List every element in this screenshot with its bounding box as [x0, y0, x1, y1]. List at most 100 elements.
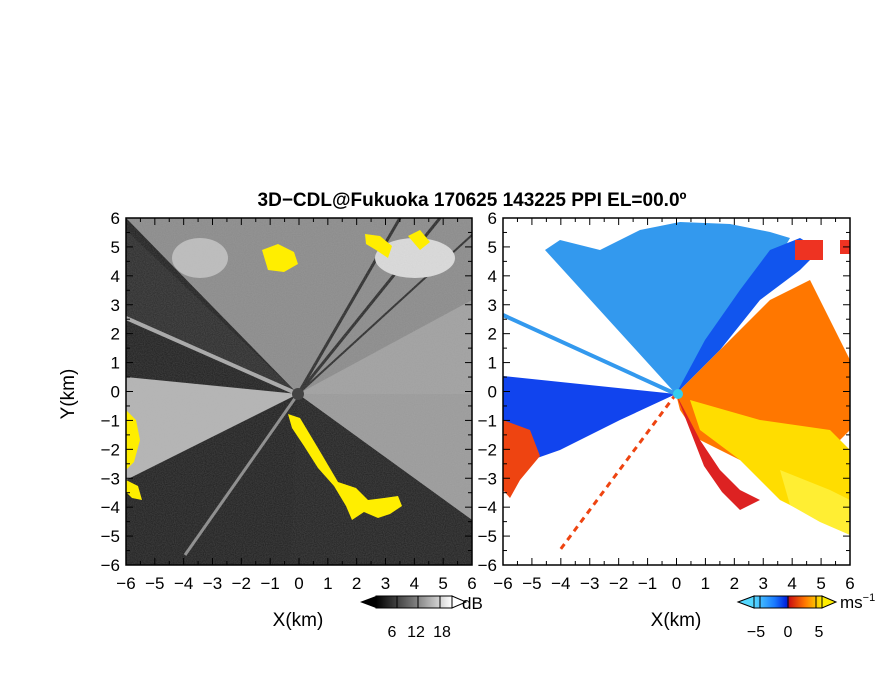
snr-y-tick-label: −4	[101, 498, 120, 517]
velocity-axis-ticks	[502, 217, 851, 566]
snr-colorbar-arrow-left	[360, 596, 376, 608]
velocity-y-tick-label: 3	[488, 296, 497, 315]
velocity-colorbar-tick-label: 0	[784, 624, 793, 641]
snr-axis-ticks	[125, 217, 473, 566]
snr-high-region	[408, 230, 430, 250]
snr-panel: −6 −5 −4 −3 −2 −1 0 1 2 3 4 5 6 −6−5−4−3−2−10123456 …	[58, 209, 477, 631]
snr-x-tick-label: 3	[381, 574, 390, 593]
snr-colorbar-tick-label: 12	[407, 624, 425, 641]
velocity-region-west-far	[503, 420, 540, 498]
velocity-colorbar-tick-label: 5	[815, 624, 824, 641]
velocity-y-tick-label: −1	[478, 411, 497, 430]
snr-y-axis-label: Y(km)	[58, 369, 79, 420]
snr-x-tick-label: −5	[145, 574, 164, 593]
velocity-x-tick-label: 3	[759, 574, 768, 593]
velocity-x-tick-label: 2	[730, 574, 739, 593]
snr-y-tick-label: 5	[111, 238, 120, 257]
snr-y-tick-label: 4	[111, 267, 120, 286]
snr-x-tick-label: −2	[232, 574, 251, 593]
velocity-region-negative-dark	[676, 238, 820, 394]
velocity-y-tick-label: 0	[488, 383, 497, 402]
snr-colorbar-arrow-right	[451, 595, 468, 609]
snr-x-tick-label: −4	[174, 574, 193, 593]
snr-x-tick-labels: −6 −5 −4 −3 −2 −1 0 1 2 3 4 5 6	[116, 574, 476, 593]
snr-field	[126, 218, 472, 565]
velocity-x-tick-label: 0	[672, 574, 681, 593]
snr-x-tick-label: 2	[352, 574, 361, 593]
snr-y-tick-label: 1	[111, 354, 120, 373]
velocity-x-axis-label: X(km)	[651, 610, 702, 631]
velocity-x-tick-label: −3	[580, 574, 599, 593]
snr-x-axis-label: X(km)	[273, 610, 324, 631]
velocity-x-tick-label: 4	[787, 574, 796, 593]
snr-y-tick-label: −1	[101, 411, 120, 430]
snr-colorbar: 6 12 18 dB	[360, 594, 483, 641]
velocity-y-tick-label: 6	[488, 209, 497, 228]
snr-colorbar-unit: dB	[462, 594, 483, 613]
velocity-x-tick-label: 1	[701, 574, 710, 593]
velocity-colorbar-unit: ms−1	[840, 592, 875, 612]
snr-y-tick-label: −2	[101, 440, 120, 459]
snr-x-tick-label: 0	[294, 574, 303, 593]
velocity-y-tick-label: −5	[478, 527, 497, 546]
velocity-colorbar-arrow-right	[821, 595, 838, 609]
velocity-x-tick-label: −1	[638, 574, 657, 593]
velocity-field	[503, 218, 850, 565]
velocity-y-tick-label: 4	[488, 267, 497, 286]
velocity-y-tick-labels: −6 −5 −4 −3 −2 −1 0 1 2 3 4 5 6	[478, 209, 497, 575]
chart-title: 3D−CDL@Fukuoka 170625 143225 PPI EL=00.0…	[258, 190, 687, 211]
velocity-region-positive-far	[780, 470, 850, 535]
snr-x-tick-label: 4	[410, 574, 419, 593]
snr-y-tick-label: −6	[101, 556, 120, 575]
velocity-y-tick-label: 1	[488, 354, 497, 373]
velocity-region-negative	[545, 222, 790, 394]
snr-y-tick-label: 3	[111, 296, 120, 315]
snr-colorbar-tick-label: 6	[388, 624, 397, 641]
velocity-x-tick-label: −6	[493, 574, 512, 593]
snr-x-tick-label: −3	[203, 574, 222, 593]
velocity-colorbar-arrow-left	[736, 595, 755, 609]
snr-y-tick-label: 6	[111, 209, 120, 228]
velocity-y-tick-label: 5	[488, 238, 497, 257]
snr-y-tick-label: −5	[101, 527, 120, 546]
velocity-colorbar-unit-exponent: −1	[863, 592, 876, 604]
velocity-radar-site	[673, 389, 683, 399]
snr-x-tick-label: 6	[467, 574, 476, 593]
snr-y-tick-label: 2	[111, 325, 120, 344]
velocity-region-zero	[676, 394, 760, 510]
snr-radar-site	[292, 388, 304, 400]
snr-x-tick-label: −6	[116, 574, 135, 593]
velocity-colorbar-unit-base: ms	[840, 593, 863, 612]
velocity-y-tick-label: 2	[488, 325, 497, 344]
velocity-panel: −6 −5 −4 −3 −2 −1 0 1 2 3 4 5 6 −6−5−4−3−2−10123456 …	[478, 209, 855, 631]
snr-y-tick-label: −3	[101, 469, 120, 488]
velocity-x-tick-labels: −6 −5 −4 −3 −2 −1 0 1 2 3 4 5 6	[493, 574, 854, 593]
velocity-y-tick-label: −4	[478, 498, 497, 517]
snr-high-region	[126, 480, 142, 500]
velocity-x-tick-label: −4	[551, 574, 570, 593]
velocity-beam-northwest	[503, 313, 677, 396]
snr-high-region	[262, 244, 298, 272]
snr-colorbar-bar	[375, 595, 453, 609]
snr-high-region	[288, 414, 402, 520]
snr-x-tick-label: 5	[438, 574, 447, 593]
velocity-x-tick-label: 5	[816, 574, 825, 593]
snr-y-tick-label: 0	[111, 383, 120, 402]
snr-colorbar-tick-label: 18	[433, 624, 451, 641]
snr-x-tick-label: −1	[260, 574, 279, 593]
snr-high-region	[365, 234, 392, 258]
velocity-x-tick-label: 6	[845, 574, 854, 593]
velocity-echo-northeast	[795, 240, 823, 260]
velocity-y-tick-label: −3	[478, 469, 497, 488]
snr-x-tick-label: 1	[323, 574, 332, 593]
velocity-y-tick-label: −6	[478, 556, 497, 575]
velocity-colorbar: −5 0 5 ms−1	[736, 592, 875, 641]
velocity-x-tick-label: −2	[609, 574, 628, 593]
velocity-region-west	[503, 376, 676, 470]
snr-high-region	[126, 410, 140, 470]
snr-y-tick-labels: −6 −5 −4 −3 −2 −1 0 1 2 3 4 5 6	[101, 209, 120, 575]
velocity-y-tick-label: −2	[478, 440, 497, 459]
velocity-x-tick-label: −5	[522, 574, 541, 593]
velocity-colorbar-tick-label: −5	[747, 624, 765, 641]
